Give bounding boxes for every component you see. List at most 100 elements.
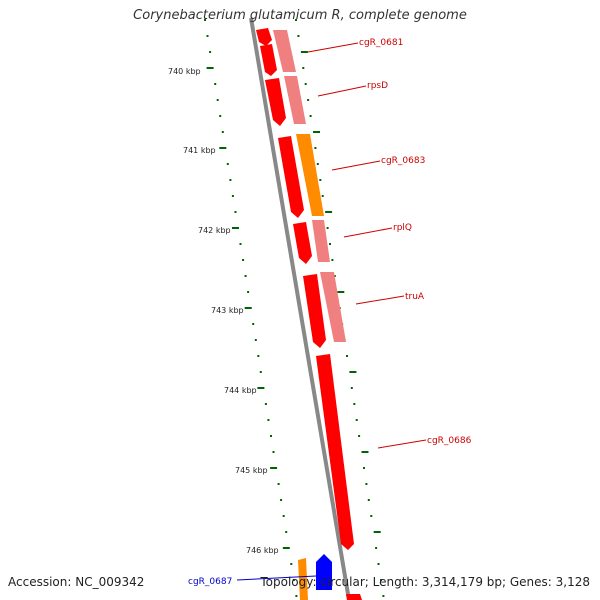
ruler-tick	[267, 419, 270, 421]
ruler-tick	[353, 403, 356, 405]
ruler-tick	[367, 499, 370, 501]
ruler-tick	[326, 227, 329, 229]
gene-cgR_0681-inner-2[interactable]	[260, 44, 277, 76]
right-ruler	[295, 19, 385, 597]
gene-rpsD-inner[interactable]	[265, 78, 286, 126]
ruler-tick	[206, 35, 209, 37]
gene-rplQ-inner[interactable]	[293, 222, 312, 264]
gene-label-cgR_0681[interactable]: cgR_0681	[359, 38, 403, 48]
ruler-tick	[234, 211, 237, 213]
leader-rplQ	[343, 227, 393, 238]
leader-cgR_0686	[377, 439, 427, 449]
kbp-label-741: 741 kbp	[183, 146, 216, 155]
leader-cgR_0681	[307, 42, 359, 53]
kbp-label-740: 740 kbp	[168, 67, 201, 76]
ruler-tick	[252, 323, 255, 325]
gene-label-rplQ[interactable]: rplQ	[393, 223, 412, 233]
ruler-major-tick	[282, 547, 290, 549]
gene-rplQ-outer[interactable]	[312, 220, 330, 262]
ruler-tick	[239, 243, 242, 245]
gene-label-rpsD[interactable]: rpsD	[367, 81, 388, 91]
kbp-label-746: 746 kbp	[246, 546, 279, 555]
ruler-tick	[254, 339, 257, 341]
ruler-tick	[304, 83, 307, 85]
leader-cgR_0683	[331, 160, 381, 171]
ruler-tick	[259, 371, 262, 373]
ruler-tick	[319, 179, 322, 181]
leader-truA	[355, 295, 405, 305]
ruler-tick	[350, 387, 353, 389]
leader-rpsD	[317, 85, 367, 97]
kbp-label-745: 745 kbp	[235, 466, 268, 475]
gene-truA-outer[interactable]	[320, 272, 346, 342]
gene-label-cgR_0683[interactable]: cgR_0683	[381, 156, 425, 166]
ruler-tick	[282, 515, 285, 517]
ruler-tick	[321, 195, 324, 197]
gene-rpsD-outer[interactable]	[284, 76, 306, 124]
topology-label: Topology: circular; Length: 3,314,179 bp…	[260, 575, 590, 589]
ruler-tick	[226, 163, 229, 165]
ruler-tick	[314, 147, 317, 149]
ruler-tick	[297, 35, 300, 37]
ruler-tick	[377, 563, 380, 565]
ruler-major-tick	[206, 67, 214, 69]
ruler-major-tick	[313, 131, 320, 133]
ruler-tick	[316, 163, 319, 165]
ruler-tick	[231, 195, 234, 197]
ruler-tick	[219, 115, 222, 117]
ruler-tick	[333, 275, 336, 277]
ruler-tick	[375, 547, 378, 549]
ruler-tick	[214, 83, 217, 85]
accession-label: Accession: NC_009342	[8, 575, 145, 589]
gene-cgR_0683-inner[interactable]	[278, 136, 304, 218]
gene-orange-small[interactable]	[298, 558, 308, 600]
ruler-tick	[363, 467, 365, 469]
gene-cgR_0681-outer[interactable]	[273, 30, 296, 72]
ruler-tick	[365, 483, 368, 485]
ruler-tick	[346, 355, 348, 357]
ruler-tick	[292, 579, 295, 581]
gene-label-truA[interactable]: truA	[405, 292, 425, 302]
ruler-tick	[290, 563, 293, 565]
ruler-tick	[382, 595, 385, 597]
ruler-tick	[264, 403, 267, 405]
gene-cgR_0681-inner[interactable]	[256, 28, 272, 46]
ruler-major-tick	[325, 211, 333, 213]
ruler-tick	[257, 355, 260, 357]
map-title: Corynebacterium glutamicum R, complete g…	[133, 8, 467, 23]
ruler-tick	[209, 51, 212, 53]
ruler-major-tick	[270, 467, 278, 469]
ruler-tick	[380, 579, 382, 581]
gene-label-cgR_0686[interactable]: cgR_0686	[427, 436, 472, 446]
ruler-tick	[331, 259, 334, 261]
ruler-major-tick	[337, 291, 345, 293]
ruler-major-tick	[300, 51, 308, 53]
ruler-tick	[307, 99, 310, 101]
gene-cgR_0683-outer[interactable]	[296, 134, 324, 216]
gene-truA-inner[interactable]	[303, 274, 326, 348]
ruler-tick	[285, 531, 288, 533]
ruler-major-tick	[219, 147, 227, 149]
ruler-tick	[280, 499, 283, 501]
kbp-label-742: 742 kbp	[198, 226, 231, 235]
gene-cgR_0686-inner[interactable]	[316, 354, 354, 550]
ruler-major-tick	[361, 451, 369, 453]
ruler-tick	[370, 515, 373, 517]
ruler-tick	[229, 179, 232, 181]
gene-cgR_0687[interactable]	[316, 554, 332, 590]
ruler-tick	[247, 291, 250, 293]
ruler-major-tick	[349, 371, 357, 373]
ruler-major-tick	[244, 307, 252, 309]
ruler-tick	[295, 595, 298, 597]
gene-label-cgR_0687[interactable]: cgR_0687	[188, 577, 232, 587]
ruler-tick	[272, 451, 275, 453]
ruler-tick	[221, 131, 224, 133]
ruler-tick	[242, 259, 245, 261]
gene-bottom-red[interactable]	[346, 594, 362, 600]
ruler-tick	[216, 99, 219, 101]
ruler-tick	[244, 275, 247, 277]
ruler-tick	[355, 419, 358, 421]
ruler-tick	[295, 19, 297, 21]
kbp-label-744: 744 kbp	[224, 386, 257, 395]
